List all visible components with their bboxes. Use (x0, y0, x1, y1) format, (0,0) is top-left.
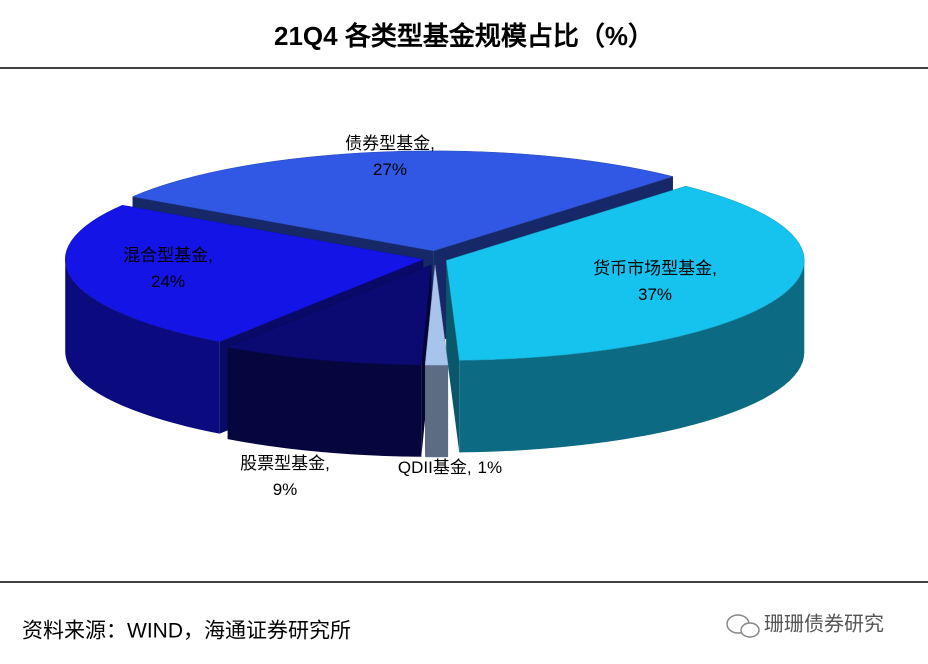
slice-side (425, 365, 449, 458)
category-label: 股票型基金, (240, 454, 330, 473)
slice-side (227, 347, 422, 457)
slice (131, 150, 674, 252)
value-label: 1% (478, 458, 503, 477)
slice (446, 185, 805, 453)
category-label: 货币市场型基金, (593, 259, 717, 278)
value-label: 37% (638, 285, 672, 304)
chart-title: 21Q4 各类型基金规模占比（%） (274, 21, 654, 51)
slice (64, 204, 425, 342)
data-label: 货币市场型基金, 37% (593, 259, 717, 304)
watermark: 珊珊债券研究 (764, 612, 884, 635)
pie: 货币市场型基金, 37% QDII基金, 1% 股票型基金, 9% 混合型基金, 24% 债券型… (64, 134, 805, 499)
category-label: 债券型基金, (345, 134, 435, 153)
slice (226, 264, 432, 366)
slice-side (65, 259, 220, 434)
category-label: QDII基金, (398, 458, 472, 477)
data-label: QDII基金, 1% (398, 458, 502, 477)
value-label: 24% (151, 272, 185, 291)
data-label: 债券型基金, 27% (345, 134, 435, 179)
slice-side (459, 260, 805, 453)
value-label: 9% (273, 480, 298, 499)
value-label: 27% (373, 160, 407, 179)
source: 资料来源：WIND，海通证券研究所 (22, 620, 351, 643)
slice (446, 185, 805, 361)
slice (424, 265, 449, 458)
category-label: 混合型基金, (123, 246, 213, 265)
data-label: 混合型基金, 24% (123, 246, 213, 291)
watermark-icon (726, 614, 760, 638)
slice (424, 265, 449, 366)
slice-wall (446, 260, 460, 453)
data-label: 股票型基金, 9% (240, 454, 330, 499)
